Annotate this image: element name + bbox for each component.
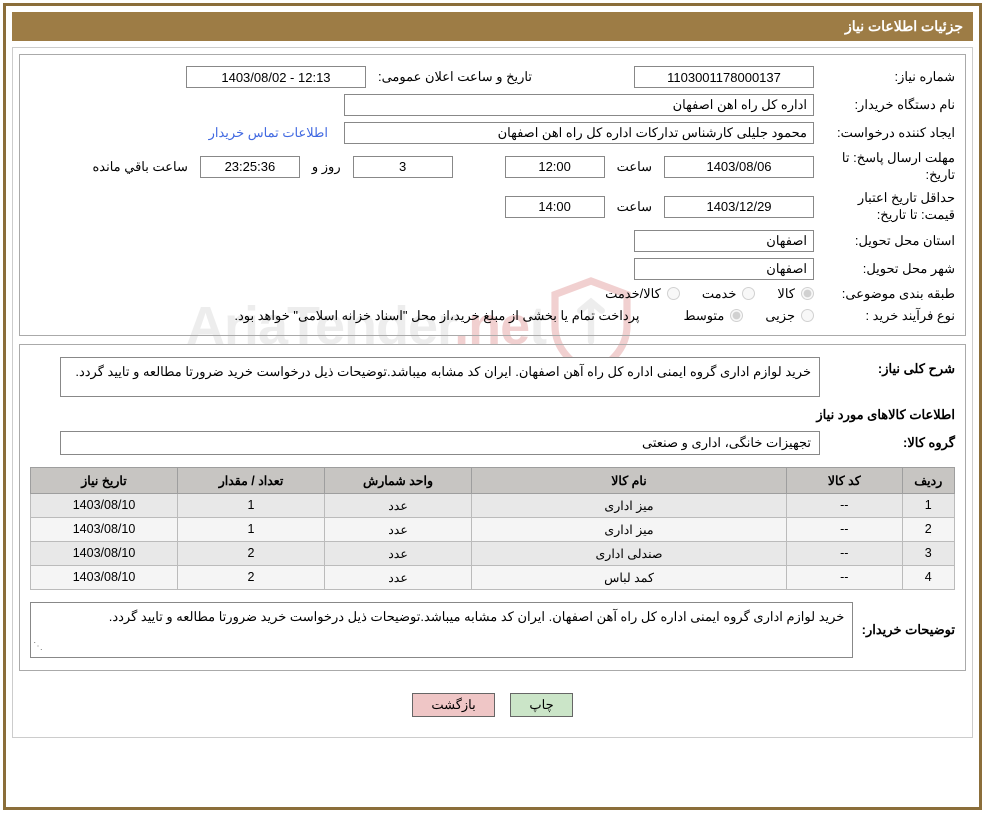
need-number-value: 1103001178000137 [634, 66, 814, 88]
cell-code: -- [787, 517, 903, 541]
city-label: شهر محل تحویل: [820, 261, 955, 277]
goods-info-heading: اطلاعات کالاهای مورد نیاز [30, 401, 955, 427]
announce-dt-value: 12:13 - 1403/08/02 [186, 66, 366, 88]
cell-code: -- [787, 565, 903, 589]
and-label: روز و [306, 159, 347, 175]
province-value: اصفهان [634, 230, 814, 252]
cell-row: 2 [902, 517, 955, 541]
radio-medium-label: متوسط [665, 308, 724, 324]
cell-qty: 1 [178, 517, 325, 541]
deadline-label: مهلت ارسال پاسخ: تا تاریخ: [820, 150, 955, 184]
process-label: نوع فرآیند خرید : [820, 308, 955, 324]
cell-qty: 1 [178, 493, 325, 517]
category-label: طبقه بندی موضوعی: [820, 286, 955, 302]
cell-date: 1403/08/10 [31, 517, 178, 541]
deadline-time-value: 12:00 [505, 156, 605, 178]
radio-goodsservice-label: کالا/خدمت [587, 286, 661, 302]
th-unit: واحد شمارش [325, 467, 472, 493]
radio-service-label: خدمت [684, 286, 737, 302]
th-qty: تعداد / مقدار [178, 467, 325, 493]
hours-remaining-value: 23:25:36 [200, 156, 300, 178]
cell-unit: عدد [325, 517, 472, 541]
process-radio-group: جزیی متوسط [665, 308, 814, 324]
radio-goods[interactable] [801, 287, 814, 300]
need-desc-value: خرید لوازم اداری گروه ایمنی اداره کل راه… [60, 357, 820, 397]
th-row: ردیف [902, 467, 955, 493]
goods-group-label: گروه کالا: [820, 431, 955, 451]
cell-row: 1 [902, 493, 955, 517]
cell-unit: عدد [325, 541, 472, 565]
need-number-label: شماره نیاز: [820, 69, 955, 85]
radio-service[interactable] [742, 287, 755, 300]
cell-name: صندلی اداری [472, 541, 787, 565]
cell-date: 1403/08/10 [31, 493, 178, 517]
requester-value: محمود جلیلی کارشناس تدارکات اداره کل راه… [344, 122, 814, 144]
validity-time-label: ساعت [611, 199, 658, 215]
cell-name: میز اداری [472, 517, 787, 541]
goods-table: ردیف کد کالا نام کالا واحد شمارش تعداد /… [30, 467, 955, 590]
province-label: استان محل تحویل: [820, 233, 955, 249]
validity-date-value: 1403/12/29 [664, 196, 814, 218]
cell-unit: عدد [325, 565, 472, 589]
cell-qty: 2 [178, 541, 325, 565]
cell-code: -- [787, 541, 903, 565]
cell-unit: عدد [325, 493, 472, 517]
table-row: 1--میز اداریعدد11403/08/10 [31, 493, 955, 517]
validity-label: حداقل تاریخ اعتبار قیمت: تا تاریخ: [820, 190, 955, 224]
need-details-box: شماره نیاز: 1103001178000137 تاریخ و ساع… [19, 54, 966, 336]
table-header-row: ردیف کد کالا نام کالا واحد شمارش تعداد /… [31, 467, 955, 493]
city-value: اصفهان [634, 258, 814, 280]
cell-date: 1403/08/10 [31, 541, 178, 565]
buyer-notes-label: توضیحات خریدار: [853, 602, 955, 638]
need-desc-label: شرح کلی نیاز: [820, 357, 955, 377]
radio-minor[interactable] [801, 309, 814, 322]
buyer-contact-link[interactable]: اطلاعات تماس خریدار [209, 125, 338, 141]
remaining-label: ساعت باقي مانده [86, 159, 193, 175]
deadline-date-value: 1403/08/06 [664, 156, 814, 178]
resize-handle-icon: ⋰ [33, 639, 43, 655]
radio-goods-label: کالا [759, 286, 795, 302]
page-title: جزئیات اطلاعات نیاز [845, 18, 963, 34]
buyer-org-label: نام دستگاه خریدار: [820, 97, 955, 113]
cell-name: میز اداری [472, 493, 787, 517]
buyer-notes-value: خرید لوازم اداری گروه ایمنی اداره کل راه… [30, 602, 853, 658]
goods-group-value: تجهیزات خانگی، اداری و صنعتی [60, 431, 820, 455]
th-date: تاریخ نیاز [31, 467, 178, 493]
radio-goodsservice[interactable] [667, 287, 680, 300]
table-row: 2--میز اداریعدد11403/08/10 [31, 517, 955, 541]
cell-name: کمد لباس [472, 565, 787, 589]
payment-note: پرداخت تمام یا بخشی از مبلغ خرید،از محل … [234, 308, 659, 324]
cell-qty: 2 [178, 565, 325, 589]
buyer-org-value: اداره کل راه اهن اصفهان [344, 94, 814, 116]
announce-dt-label: تاریخ و ساعت اعلان عمومی: [372, 69, 538, 85]
days-remaining-value: 3 [353, 156, 453, 178]
print-button[interactable]: چاپ [510, 693, 572, 717]
need-description-box: شرح کلی نیاز: خرید لوازم اداری گروه ایمن… [19, 344, 966, 671]
table-row: 3--صندلی اداریعدد21403/08/10 [31, 541, 955, 565]
page-header: جزئیات اطلاعات نیاز [12, 12, 973, 41]
cell-row: 4 [902, 565, 955, 589]
th-name: نام کالا [472, 467, 787, 493]
deadline-time-label: ساعت [611, 159, 658, 175]
cell-code: -- [787, 493, 903, 517]
cell-date: 1403/08/10 [31, 565, 178, 589]
category-radio-group: کالا خدمت کالا/خدمت [587, 286, 814, 302]
validity-time-value: 14:00 [505, 196, 605, 218]
radio-minor-label: جزیی [747, 308, 795, 324]
radio-medium[interactable] [730, 309, 743, 322]
back-button[interactable]: بازگشت [412, 693, 494, 717]
requester-label: ایجاد کننده درخواست: [820, 125, 955, 141]
table-row: 4--کمد لباسعدد21403/08/10 [31, 565, 955, 589]
action-bar: چاپ بازگشت [19, 679, 966, 731]
th-code: کد کالا [787, 467, 903, 493]
cell-row: 3 [902, 541, 955, 565]
